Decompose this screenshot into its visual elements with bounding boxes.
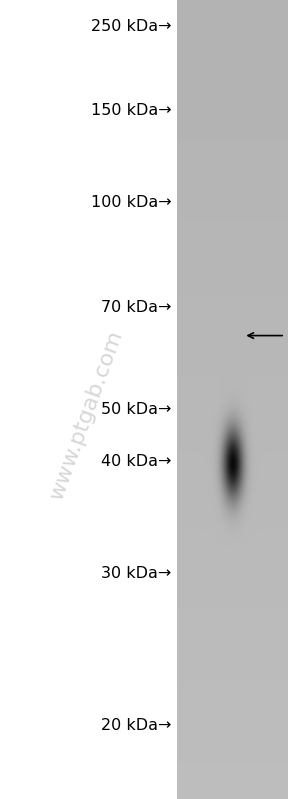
Text: 50 kDa→: 50 kDa→ (101, 402, 171, 416)
Text: 40 kDa→: 40 kDa→ (101, 455, 171, 469)
Text: 250 kDa→: 250 kDa→ (91, 19, 171, 34)
Text: 70 kDa→: 70 kDa→ (101, 300, 171, 315)
Text: 30 kDa→: 30 kDa→ (101, 566, 171, 581)
Text: 20 kDa→: 20 kDa→ (101, 718, 171, 733)
Text: 150 kDa→: 150 kDa→ (91, 103, 171, 117)
Text: 100 kDa→: 100 kDa→ (91, 195, 171, 209)
Text: www.ptgab.com: www.ptgab.com (46, 328, 126, 503)
